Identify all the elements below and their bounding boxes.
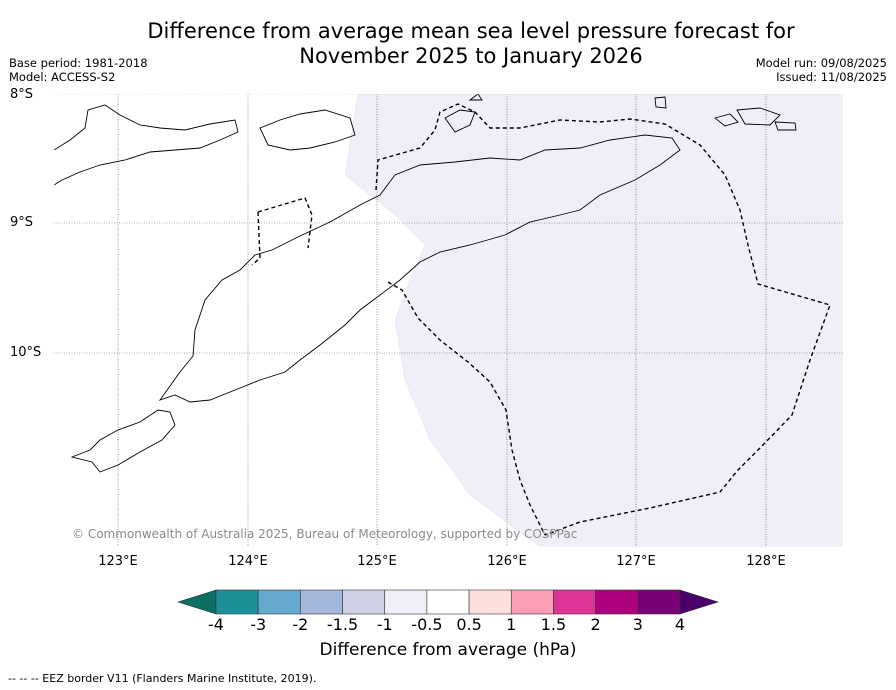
model-run: Model run: 09/08/2025 xyxy=(755,56,887,70)
colorbar-tick-label: 1.5 xyxy=(540,615,567,634)
colorbar-tick-label: -1 xyxy=(376,615,393,634)
colorbar-tick-label: 2 xyxy=(590,615,601,634)
model-name: Model: ACCESS-S2 xyxy=(9,70,116,84)
eez-footnote: -- -- -- EEZ border V11 (Flanders Marine… xyxy=(8,672,317,685)
coastlines xyxy=(54,94,797,473)
colorbar-segment xyxy=(215,589,259,615)
alor-island-coast xyxy=(259,109,356,151)
lon-label-123e: 123°E xyxy=(98,554,138,569)
colorbar-tick-label: 3 xyxy=(632,615,643,634)
colorbar-segment xyxy=(300,589,343,615)
lon-label-128e: 128°E xyxy=(746,554,786,569)
colorbar-label: Difference from average (hPa) xyxy=(319,640,577,660)
lon-label-127e: 127°E xyxy=(616,554,656,569)
colorbar-segment xyxy=(595,589,639,615)
wetar-island-coast xyxy=(444,94,483,133)
lon-label-125e: 125°E xyxy=(357,554,397,569)
islands-east-coast xyxy=(654,96,797,131)
lat-label-8s: 8°S xyxy=(10,87,34,102)
lat-label-9s: 9°S xyxy=(10,215,34,230)
colorbar-tick-label: -3 xyxy=(250,615,267,634)
meta-left: Base period: 1981-2018 Model: ACCESS-S2 xyxy=(9,56,148,84)
colorbar-segment xyxy=(257,589,301,615)
title-line-1: Difference from average mean sea level p… xyxy=(147,19,795,43)
colorbar-tick-label: -2 xyxy=(292,615,309,634)
lat-label-10s: 10°S xyxy=(10,345,42,360)
lon-label-126e: 126°E xyxy=(487,554,527,569)
colorbar-segment xyxy=(342,589,386,615)
map-title: Difference from average mean sea level p… xyxy=(0,19,896,69)
colorbar-segment xyxy=(637,589,681,615)
base-period: Base period: 1981-2018 xyxy=(9,56,148,70)
pressure-anomaly-shading xyxy=(344,94,843,547)
colorbar-segment xyxy=(426,589,470,615)
issued-date: Issued: 11/08/2025 xyxy=(776,70,887,84)
colorbar-tick-label: -0.5 xyxy=(411,615,443,634)
colorbar-segment xyxy=(510,589,554,615)
flores-island-coast xyxy=(54,104,239,186)
colorbar-segment xyxy=(553,589,596,615)
colorbar-tick-label: -4 xyxy=(208,615,224,634)
lon-label-124e: 124°E xyxy=(228,554,268,569)
title-line-2: November 2025 to January 2026 xyxy=(299,44,643,68)
colorbar xyxy=(177,589,719,615)
eez-borders xyxy=(251,103,831,536)
colorbar-segment xyxy=(468,589,512,615)
colorbar-segment xyxy=(384,589,428,615)
colorbar-arrow-high xyxy=(679,589,719,615)
colorbar-tick-label: -1.5 xyxy=(326,615,359,634)
meta-right: Model run: 09/08/2025 Issued: 11/08/2025 xyxy=(756,56,887,84)
colorbar-arrow-low xyxy=(177,589,217,615)
colorbar-tick-label: 1 xyxy=(506,615,517,634)
colorbar-tick-label: 0.5 xyxy=(456,615,482,634)
copyright-notice: © Commonwealth of Australia 2025, Bureau… xyxy=(72,527,578,541)
gridlines xyxy=(54,94,843,547)
colorbar-tick-label: 4 xyxy=(674,615,686,634)
timor-island-coast xyxy=(70,134,681,473)
